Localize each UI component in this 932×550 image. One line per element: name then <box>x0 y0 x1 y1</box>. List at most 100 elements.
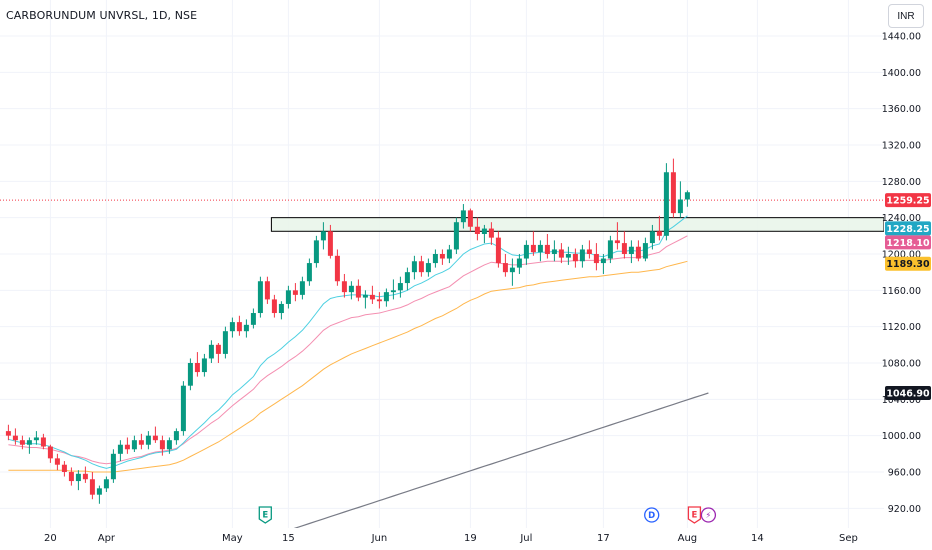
candle[interactable] <box>684 190 690 207</box>
candle[interactable] <box>292 283 298 302</box>
candle[interactable] <box>523 240 529 265</box>
candle[interactable] <box>40 433 46 450</box>
candle[interactable] <box>383 288 389 307</box>
price-label[interactable]: 1218.10 <box>885 235 931 250</box>
candle[interactable] <box>621 231 627 259</box>
candle[interactable] <box>439 249 445 265</box>
candle[interactable] <box>19 435 25 450</box>
candle[interactable] <box>509 258 515 286</box>
candle[interactable] <box>558 243 564 264</box>
candle[interactable] <box>656 215 662 241</box>
candle[interactable] <box>33 431 39 445</box>
candle[interactable] <box>229 317 235 338</box>
candle[interactable] <box>117 440 123 462</box>
candle[interactable] <box>194 352 200 377</box>
resistance-zone[interactable] <box>270 217 885 232</box>
candle[interactable] <box>236 315 242 336</box>
candle[interactable] <box>362 290 368 309</box>
candle[interactable] <box>614 222 620 250</box>
candle[interactable] <box>600 253 606 274</box>
price-label[interactable]: 1189.30 <box>885 256 931 271</box>
candle[interactable] <box>404 267 410 291</box>
candle[interactable] <box>271 294 277 318</box>
candle[interactable] <box>348 281 354 300</box>
candle[interactable] <box>467 208 473 232</box>
candle[interactable] <box>152 426 158 443</box>
candle[interactable] <box>124 437 130 454</box>
candle[interactable] <box>243 319 249 338</box>
candle[interactable] <box>530 231 536 256</box>
event-markers[interactable]: E D E ⚡ <box>258 506 717 524</box>
price-label[interactable]: 1228.25 <box>885 221 931 236</box>
candle[interactable] <box>418 255 424 277</box>
candle[interactable] <box>89 471 95 500</box>
earnings-event-marker[interactable]: E <box>687 506 702 524</box>
candle[interactable] <box>495 231 501 268</box>
candle[interactable] <box>565 246 571 265</box>
candle[interactable] <box>68 467 74 486</box>
candle[interactable] <box>663 163 669 241</box>
candle[interactable] <box>75 470 81 491</box>
price-axis[interactable]: 1440.00 1400.00 1360.00 1320.00 1280.00 1240.… <box>882 0 932 550</box>
candle[interactable] <box>460 204 466 229</box>
candle[interactable] <box>341 273 347 298</box>
candle[interactable] <box>670 158 676 218</box>
split-event-marker[interactable]: ⚡ <box>700 507 717 523</box>
candles[interactable] <box>5 158 690 504</box>
candle[interactable] <box>390 279 396 300</box>
candle[interactable] <box>201 353 207 377</box>
candle[interactable] <box>103 476 109 492</box>
candle[interactable] <box>446 244 452 264</box>
candle[interactable] <box>12 428 18 445</box>
candle[interactable] <box>96 485 102 504</box>
candle[interactable] <box>411 255 417 280</box>
candle[interactable] <box>145 431 151 450</box>
price-label[interactable]: 1259.25 <box>885 193 931 208</box>
candle[interactable] <box>82 466 88 483</box>
candle[interactable] <box>47 444 53 463</box>
candle[interactable] <box>607 235 613 264</box>
candle[interactable] <box>173 428 179 445</box>
candle[interactable] <box>677 181 683 218</box>
candle[interactable] <box>299 276 305 300</box>
candle[interactable] <box>488 222 494 245</box>
candle[interactable] <box>180 381 186 436</box>
dividend-event-marker[interactable]: D <box>644 507 660 523</box>
candle[interactable] <box>453 217 459 254</box>
candle[interactable] <box>355 279 361 302</box>
candle[interactable] <box>278 301 284 320</box>
candle[interactable] <box>481 224 487 244</box>
candle[interactable] <box>593 243 599 271</box>
candle[interactable] <box>257 276 263 318</box>
candle[interactable] <box>159 435 165 456</box>
candle[interactable] <box>544 234 550 259</box>
candle[interactable] <box>306 258 312 286</box>
candle[interactable] <box>628 240 634 264</box>
candle[interactable] <box>551 240 557 262</box>
candle[interactable] <box>586 240 592 259</box>
price-label[interactable]: 1046.90 <box>885 386 931 401</box>
candle[interactable] <box>516 253 522 274</box>
candle[interactable] <box>110 449 116 483</box>
candle[interactable] <box>425 258 431 277</box>
candle[interactable] <box>502 253 508 277</box>
candle[interactable] <box>369 285 375 304</box>
candle[interactable] <box>313 235 319 268</box>
candle[interactable] <box>432 249 438 268</box>
candle[interactable] <box>579 244 585 268</box>
candle[interactable] <box>54 453 60 471</box>
time-axis[interactable]: 20 Apr May 15 Jun 19 Jul 17 Aug 14 Sep <box>0 528 932 550</box>
candle[interactable] <box>397 276 403 298</box>
candle[interactable] <box>635 240 641 262</box>
candle[interactable] <box>537 240 543 262</box>
earnings-event-marker[interactable]: E <box>258 506 272 524</box>
candle[interactable] <box>187 358 193 391</box>
candle[interactable] <box>376 292 382 309</box>
candle[interactable] <box>572 248 578 268</box>
candle[interactable] <box>250 308 256 329</box>
candle[interactable] <box>166 437 172 454</box>
candle[interactable] <box>26 437 32 454</box>
candle[interactable] <box>320 222 326 250</box>
candle[interactable] <box>474 217 480 241</box>
